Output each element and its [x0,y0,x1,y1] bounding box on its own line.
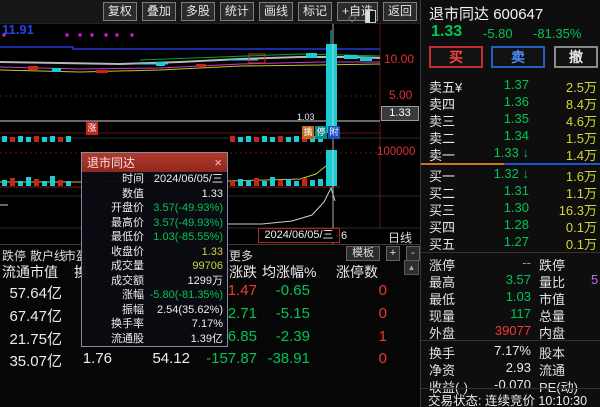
stat-row: 涨停 -- 跌停 [429,255,566,273]
reference-price-label: 11.91 [2,22,34,37]
bid-level-row[interactable]: 买二 1.31 1.1万 [429,183,597,201]
crosshair-data-popup: 退市同达 × 时间 2024/06/05/三 数值 1.33 开盘价 3.57(-49… [81,152,228,347]
stock-title: 退市同达 600647 [429,3,543,24]
toolbar-button-multistock[interactable]: 多股 [180,2,215,21]
ask-level-row[interactable]: 卖一 1.33 ↓ 1.4万 [429,145,597,163]
table-row[interactable]: 57.64亿 1.47 -0.65 0 [9,282,387,302]
zoom-in-button[interactable]: + [386,246,400,261]
toolbar-button-back[interactable]: 返回 [382,2,417,21]
table-row[interactable]: 35.07亿 1.76 54.12 -157.87 -38.91 0 [9,350,387,370]
popup-title-bar[interactable]: 退市同达 × [82,153,227,172]
window-split-icon[interactable] [365,10,376,23]
stat-row: 最高 3.57 量比 5 [429,272,599,290]
price-change: -5.80 [483,26,513,41]
column-header-change[interactable]: 涨跌 [229,264,257,280]
popup-row: 涨幅 -5.80(-81.35%) [122,289,223,301]
y-axis-tick-5: 5.00 [389,88,413,102]
tab-more[interactable]: 更多 [229,249,254,263]
template-button[interactable]: 模板 [346,246,380,261]
ask-level-row[interactable]: 卖五¥ 1.37 2.5万 [429,77,597,95]
table-row[interactable]: 21.75亿 6.85 -2.39 1 [9,328,387,348]
low-price-marker: 1.03 [297,112,315,122]
toolbar-button-adjust[interactable]: 复权 [102,2,137,21]
popup-row: 收盘价 1.33 [111,245,223,258]
bid-level-row[interactable]: 买四 1.28 0.1万 [429,217,597,235]
stat-row: 净资 2.93 流通 [429,360,566,378]
column-header-avg-pct[interactable]: 均涨幅% [262,264,317,280]
stock-name: 退市同达 [429,6,490,23]
price-change-pct: -81.35% [533,26,582,41]
zoom-out-button[interactable]: - [406,246,420,261]
cancel-order-button[interactable]: 撤 [554,46,598,68]
stock-code: 600647 [493,6,544,23]
scroll-up-arrow[interactable]: ▲ [404,260,419,275]
popup-row: 最低价 1.03(-85.55%) [111,231,223,243]
period-label[interactable]: 日线 [388,231,413,245]
popup-title: 退市同达 [87,156,136,170]
chart-toolbar: 复权 叠加 多股 统计 画线 标记 +自选 返回 [0,0,421,24]
last-price: 1.33 [431,23,463,40]
popup-row: 数值 1.33 [122,187,223,200]
volume-axis-tick: 100000 [377,146,416,158]
rise-badge: 涨 [86,122,98,135]
tab-limit-down[interactable]: 跌停 [2,249,27,263]
qin-badge: 擒 [302,126,314,139]
toolbar-button-mark[interactable]: 标记 [297,2,332,21]
stat-row: 外盘 39077 内盘 [429,323,566,341]
popup-row: 时间 2024/06/05/三 [122,173,223,185]
bid-ratio-bar [421,163,504,165]
bid-level-row[interactable]: 买五 1.27 0.1万 [429,234,597,252]
x-axis-date-label: 2024/06/05/三 [258,228,340,243]
bid-level-row[interactable]: 买三 1.30 16.3万 [429,200,597,218]
ask-level-row[interactable]: 卖二 1.34 1.5万 [429,128,597,146]
popup-row: 成交量 99706 [111,260,223,272]
diamond-icon[interactable]: ◇ [348,12,357,24]
popup-row: 振幅 2.54(35.62%) [122,303,223,316]
fu-badge: 附 [328,126,340,139]
close-icon[interactable]: × [214,155,222,170]
current-price-tag: 1.33 [381,106,419,121]
column-header-limit-count[interactable]: 涨停数 [336,264,378,280]
table-row[interactable]: 67.47亿 2.71 -5.15 0 [9,305,387,325]
y-axis-tick-10: 10.00 [384,52,415,66]
toolbar-button-stats[interactable]: 统计 [219,2,254,21]
stat-row: 换手 7.17% 股本 [429,343,566,361]
date-suffix: 6 [341,230,348,242]
column-header-float-cap[interactable]: 流通市值 [2,264,58,280]
popup-row: 成交额 1299万 [111,274,223,287]
popup-row: 流通股 1.39亿 [111,332,223,345]
popup-row: 换手率 7.17% [111,318,223,330]
ask-level-row[interactable]: 卖三 1.35 4.6万 [429,111,597,129]
ask-ratio-bar [504,163,600,165]
toolbar-button-drawline[interactable]: 画线 [258,2,293,21]
stat-row: 最低 1.03 市值 [429,289,566,307]
popup-row: 最高价 3.57(-49.93%) [111,216,223,229]
trade-status-bar: 交易状态: 连续竞价 10:10:30 [428,394,588,407]
buy-button[interactable]: 买 [429,46,483,68]
quote-panel: 退市同达 600647 1.33 -5.80 -81.35% 买 卖 撤 卖五¥… [420,0,600,407]
sector-data-table: 跌停 散户线 市盈 更多 模板 + - 流通市值 换 涨跌 均涨幅% 涨停数 ▲… [0,244,421,407]
stat-row: 现量 117 总量 [429,306,566,324]
bid-level-row[interactable]: 买一 1.32 ↓ 1.6万 [429,166,597,184]
popup-row: 开盘价 3.57(-49.93%) [111,202,223,214]
tab-retail-line[interactable]: 散户线 [30,249,67,263]
ting-badge: 停 [315,126,327,139]
sell-button[interactable]: 卖 [491,46,545,68]
toolbar-button-overlay[interactable]: 叠加 [141,2,176,21]
ask-level-row[interactable]: 卖四 1.36 8.4万 [429,94,597,112]
